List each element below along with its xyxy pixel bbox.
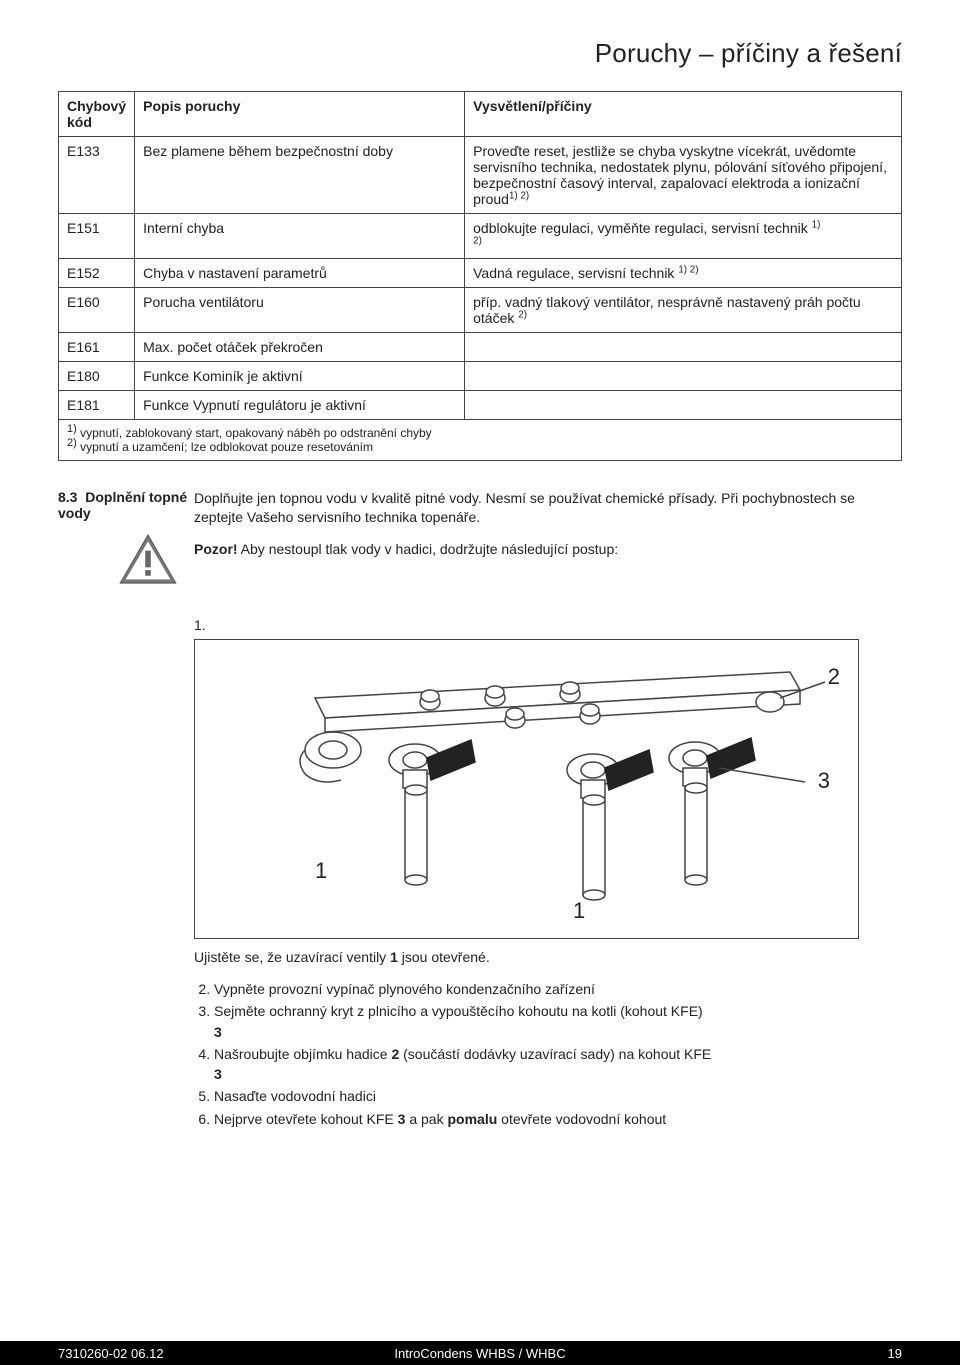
list-item: Nasaďte vodovodní hadici [214, 1086, 902, 1106]
footer-right: 19 [621, 1346, 960, 1361]
page-title: Poruchy – příčiny a řešení [58, 38, 902, 69]
callout-3: 3 [818, 768, 830, 794]
section-number: 8.3 Doplnění topné vody [58, 489, 187, 521]
footer-center: IntroCondens WHBS / WHBC [339, 1346, 620, 1361]
error-table: Chybový kód Popis poruchy Vysvětlení/pří… [58, 91, 902, 461]
callout-2: 2 [828, 664, 840, 690]
list-item: Našroubujte objímku hadice 2 (součástí d… [214, 1044, 902, 1085]
table-row: E152Chyba v nastavení parametrůVadná reg… [59, 259, 902, 288]
th-code: Chybový kód [59, 92, 135, 137]
pozor-line: Pozor! Aby nestoupl tlak vody v hadici, … [194, 541, 902, 557]
table-row: E133Bez plamene během bezpečnostní dobyP… [59, 137, 902, 214]
page-footer: 7310260-02 06.12 IntroCondens WHBS / WHB… [0, 1341, 960, 1365]
table-row: E160Porucha ventilátorupříp. vadný tlako… [59, 288, 902, 333]
section-para: Doplňujte jen topnou vodu v kvalitě pitn… [194, 489, 902, 527]
th-expl: Vysvětlení/příčiny [465, 92, 902, 137]
th-desc: Popis poruchy [135, 92, 465, 137]
figure-step-label: 1. [194, 617, 902, 633]
table-row: E180Funkce Kominík je aktivní [59, 362, 902, 391]
list-item: Vypněte provozní vypínač plynového konde… [214, 979, 902, 999]
table-row: E161Max. počet otáček překročen [59, 333, 902, 362]
list-item: Sejměte ochranný kryt z plnicího a vypou… [214, 1001, 902, 1042]
callout-1-left: 1 [315, 858, 327, 884]
table-footnotes: 1) vypnutí, zablokovaný start, opakovaný… [59, 420, 902, 461]
list-item: Nejprve otevřete kohout KFE 3 a pak poma… [214, 1109, 902, 1129]
callout-1-mid: 1 [573, 898, 585, 924]
procedure-steps: Vypněte provozní vypínač plynového konde… [194, 979, 902, 1129]
warning-icon [118, 533, 178, 585]
table-row: E151Interní chybaodblokujte regulaci, vy… [59, 214, 902, 259]
valve-diagram: 1 1 2 3 [194, 639, 859, 939]
footer-left: 7310260-02 06.12 [0, 1346, 339, 1361]
figure-caption: Ujistěte se, že uzavírací ventily 1 jsou… [194, 949, 902, 965]
table-row: E181Funkce Vypnutí regulátoru je aktivní [59, 391, 902, 420]
